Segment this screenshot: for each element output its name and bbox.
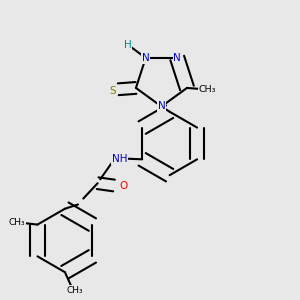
Text: CH₃: CH₃	[66, 286, 83, 295]
Text: N: N	[142, 53, 150, 63]
Text: H: H	[124, 40, 132, 50]
Text: O: O	[119, 182, 127, 191]
Text: CH₃: CH₃	[199, 85, 216, 94]
Text: CH₃: CH₃	[9, 218, 26, 227]
Text: N: N	[173, 53, 181, 63]
Text: NH: NH	[112, 154, 128, 164]
Text: N: N	[158, 101, 165, 112]
Text: S: S	[109, 85, 116, 96]
